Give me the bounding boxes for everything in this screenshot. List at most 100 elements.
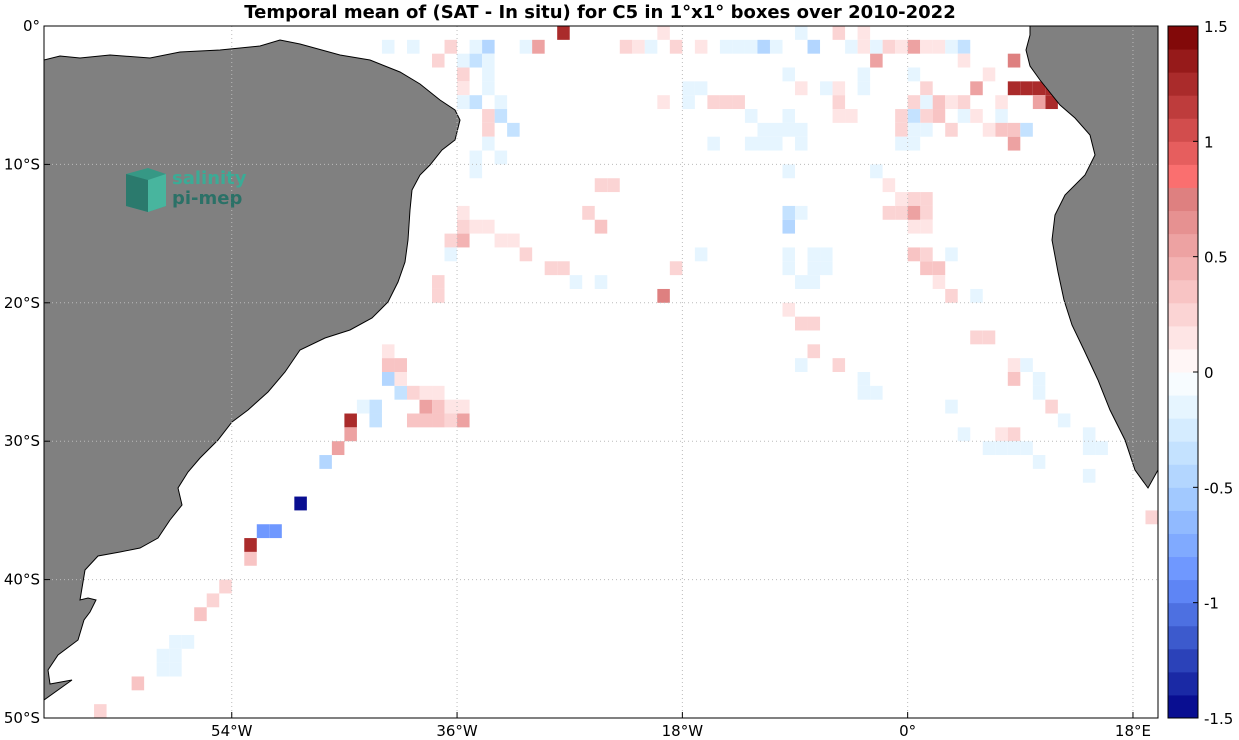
- heatmap-cell: [795, 81, 808, 96]
- heatmap-cell: [644, 39, 658, 54]
- heatmap-cell: [494, 109, 508, 123]
- heatmap-cell: [795, 26, 808, 40]
- heatmap-cell: [1007, 122, 1021, 137]
- colorbar-swatch: [1168, 556, 1198, 581]
- heatmap-cell: [782, 261, 796, 276]
- heatmap-cell: [744, 109, 758, 123]
- heatmap-cell: [1020, 81, 1033, 96]
- heatmap-cell: [682, 95, 695, 110]
- y-tick-label: 50°S: [4, 709, 40, 727]
- heatmap-cell: [957, 95, 971, 110]
- heatmap-cell: [657, 95, 670, 110]
- heatmap-cell: [1032, 455, 1046, 469]
- colorbar-swatch: [1168, 233, 1198, 258]
- heatmap-cell: [569, 275, 583, 289]
- heatmap-cell: [970, 109, 983, 123]
- heatmap-cell: [895, 122, 908, 137]
- heatmap-cell: [432, 275, 445, 289]
- heatmap-cell: [870, 164, 883, 179]
- heatmap-cell: [1007, 372, 1021, 386]
- heatmap-cell: [507, 122, 520, 137]
- x-tick-label: 18°W: [662, 722, 704, 740]
- colorbar-swatch: [1168, 464, 1198, 488]
- heatmap-cell: [769, 136, 783, 151]
- colorbar-swatch: [1168, 625, 1198, 650]
- heatmap-cell: [895, 109, 908, 123]
- heatmap-cell: [820, 261, 833, 276]
- colorbar-tick-label: 0: [1204, 364, 1214, 382]
- heatmap-cell: [131, 676, 145, 691]
- heatmap-cell: [244, 538, 257, 552]
- heatmap-cell: [795, 358, 808, 372]
- heatmap-cell: [482, 81, 495, 96]
- heatmap-cell: [444, 233, 458, 248]
- x-axis-ticks: 54°W 36°W 18°W 0° 18°E: [211, 712, 1151, 740]
- heatmap-cell: [594, 219, 608, 234]
- heatmap-cell: [369, 413, 382, 428]
- heatmap-cell: [256, 524, 270, 539]
- heatmap-cell: [394, 372, 407, 386]
- heatmap-cell: [907, 39, 921, 54]
- colorbar-swatch: [1168, 95, 1198, 119]
- heatmap-cell: [920, 122, 933, 137]
- heatmap-cell: [907, 67, 921, 82]
- heatmap-cell: [469, 150, 483, 165]
- heatmap-cell: [995, 122, 1008, 137]
- heatmap-cell: [957, 427, 971, 442]
- heatmap-cells: [94, 26, 1158, 718]
- colorbar-swatch: [1168, 602, 1198, 627]
- heatmap-cell: [457, 67, 470, 82]
- heatmap-cell: [957, 109, 971, 123]
- heatmap-cell: [607, 178, 620, 193]
- heatmap-cell: [432, 399, 445, 414]
- heatmap-cell: [1145, 510, 1158, 525]
- heatmap-cell: [406, 39, 420, 54]
- colorbar-tick-label: -0.5: [1204, 479, 1233, 497]
- heatmap-cell: [457, 95, 470, 110]
- heatmap-cell: [694, 81, 708, 96]
- heatmap-cell: [957, 53, 971, 68]
- heatmap-cell: [807, 39, 821, 54]
- heatmap-cell: [945, 399, 958, 414]
- y-axis-ticks: 0° 10°S 20°S 30°S 40°S 50°S: [4, 17, 50, 727]
- heatmap-cell: [782, 247, 796, 262]
- heatmap-cell: [907, 109, 921, 123]
- heatmap-cell: [394, 385, 407, 400]
- heatmap-cell: [582, 205, 595, 220]
- heatmap-cell: [557, 26, 570, 40]
- heatmap-cell: [882, 205, 896, 220]
- colorbar-swatch: [1168, 418, 1198, 442]
- heatmap-cell: [982, 122, 996, 137]
- heatmap-cell: [369, 399, 382, 414]
- heatmap-cell: [932, 109, 946, 123]
- colorbar: 1.5 1 0.5 0 -0.5 -1 -1.5: [1167, 18, 1233, 728]
- heatmap-cell: [920, 192, 933, 206]
- heatmap-cell: [1095, 441, 1108, 456]
- heatmap-cell: [795, 122, 808, 137]
- heatmap-cell: [744, 136, 758, 151]
- heatmap-cell: [694, 39, 708, 54]
- heatmap-cell: [482, 219, 495, 234]
- heatmap-cell: [782, 122, 796, 137]
- heatmap-cell: [594, 275, 608, 289]
- heatmap-cell: [1032, 372, 1046, 386]
- colorbar-swatch: [1168, 487, 1198, 511]
- heatmap-cell: [707, 95, 720, 110]
- heatmap-cell: [744, 39, 758, 54]
- colorbar-swatch: [1168, 164, 1198, 188]
- heatmap-cell: [1007, 427, 1021, 442]
- heatmap-cell: [782, 67, 796, 82]
- logo-cube-icon: [126, 168, 166, 212]
- colorbar-swatch: [1168, 302, 1198, 327]
- heatmap-cell: [156, 648, 170, 663]
- heatmap-cell: [444, 399, 458, 414]
- colorbar-tick-label: -1: [1204, 595, 1219, 613]
- heatmap-cell: [1020, 441, 1033, 456]
- heatmap-cell: [394, 358, 407, 372]
- heatmap-cell: [419, 413, 433, 428]
- heatmap-cell: [795, 136, 808, 151]
- heatmap-cell: [632, 39, 645, 54]
- heatmap-cell: [557, 261, 570, 276]
- heatmap-cell: [594, 178, 608, 193]
